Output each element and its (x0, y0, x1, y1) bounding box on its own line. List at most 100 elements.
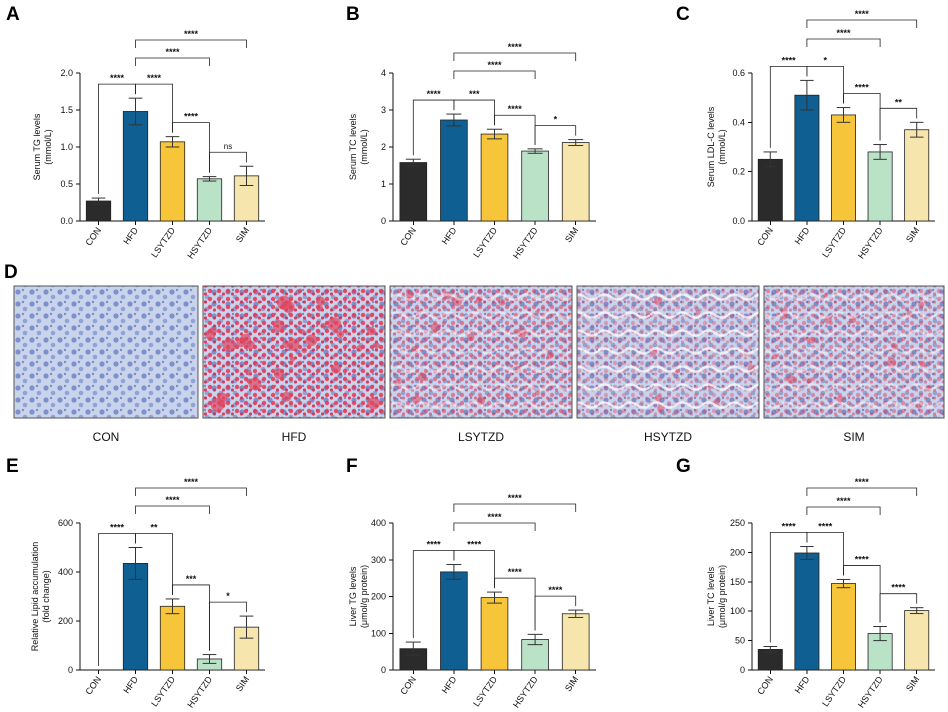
significance-label: **** (855, 477, 870, 487)
bar-lsytzd (159, 605, 186, 671)
x-tick-label: HSYTZD (856, 225, 885, 261)
y-tick-label: 0.0 (732, 216, 745, 226)
bar-lsytzd (480, 597, 509, 671)
significance-label: * (823, 55, 827, 65)
significance-label: ** (895, 97, 903, 107)
lipid-droplet (282, 300, 295, 314)
x-tick-label: SIM (234, 674, 251, 693)
significance-bracket (879, 107, 918, 141)
sinusoid-layer (577, 286, 759, 418)
significance-label: **** (147, 73, 162, 83)
y-tick-label: 250 (730, 518, 745, 528)
lipid-droplet (367, 326, 376, 336)
significance-bracket (806, 487, 918, 496)
chart-panel-g: G 0 50 100 150 200 250 Liver TC levels(μmol/g p… (676, 456, 935, 710)
bar-hsytzd (196, 178, 223, 222)
micrograph-frame (576, 285, 760, 419)
y-tick-label: 1.0 (60, 142, 73, 152)
significance-bracket (806, 38, 881, 47)
bar-hfd (440, 119, 468, 222)
significance-label: **** (891, 583, 906, 593)
x-tick-label: HFD (121, 225, 140, 246)
significance-label: **** (487, 60, 502, 70)
bar-hsytzd (867, 151, 893, 222)
x-tick-label: SIM (563, 674, 580, 693)
bar-lsytzd (831, 583, 856, 671)
significance-label: **** (855, 83, 870, 93)
x-tick-label: HFD (793, 225, 812, 246)
y-tick-label: 0.0 (60, 216, 73, 226)
micrograph-frame (13, 285, 199, 419)
x-tick-label: SIM (904, 225, 921, 244)
bar-hfd (794, 94, 820, 222)
x-tick-label: SIM (563, 225, 580, 244)
x-tick-label: LSYTZD (149, 225, 177, 259)
y-tick-label: 50 (735, 636, 745, 646)
lipid-droplet (205, 330, 216, 341)
bar-sim (904, 129, 930, 222)
chart-panel-b: B 0 1 2 3 4 Serum TC levels(mmol/L) CON HFD LSYTZ… (346, 4, 596, 261)
significance-bracket (534, 595, 577, 631)
panel-letter: B (346, 4, 360, 25)
y-tick-label: 150 (730, 577, 745, 587)
lipid-droplet (287, 338, 300, 351)
significance-bracket (453, 503, 577, 512)
micrograph-caption: HSYTZD (644, 430, 692, 444)
bar-lsytzd (159, 141, 186, 222)
significance-bracket (806, 66, 844, 104)
lipid-droplet (305, 334, 318, 347)
y-tick-label: 300 (371, 555, 386, 565)
y-axis-title: Serum TG levels(mmol/L) (32, 113, 53, 180)
significance-bracket (806, 19, 918, 28)
lipid-droplet (336, 330, 345, 338)
lipid-droplet (289, 356, 295, 362)
lipid-droplet (248, 377, 262, 391)
lipid-droplet (281, 391, 292, 402)
significance-label: **** (165, 495, 180, 505)
chart-panel-e: E 0 200 400 600 Relative Lipid accumulation(f… (6, 456, 265, 710)
y-tick-label: 100 (371, 628, 386, 638)
lipid-droplet (301, 347, 308, 354)
significance-label: *** (469, 89, 480, 99)
significance-bracket (453, 99, 495, 126)
significance-label: **** (110, 523, 125, 533)
micrograph-caption: CON (93, 430, 120, 444)
lipid-droplet (240, 333, 252, 345)
significance-bracket (453, 522, 536, 531)
panel-letter: E (6, 456, 19, 477)
significance-label: ns (224, 142, 232, 151)
micrograph-frame (389, 285, 573, 419)
significance-bracket (453, 70, 536, 79)
significance-label: **** (548, 585, 563, 595)
lipid-droplet (316, 305, 324, 312)
y-axis-title: Serum TC levels(mmol/L) (348, 113, 369, 180)
significance-label: **** (855, 554, 870, 564)
significance-label: **** (508, 42, 523, 52)
significance-bracket (806, 506, 881, 515)
significance-label: * (554, 115, 558, 125)
significance-bracket (806, 532, 844, 576)
significance-label: **** (508, 104, 523, 114)
x-tick-label: HSYTZD (185, 674, 214, 710)
significance-label: **** (165, 47, 180, 57)
micrograph-frame (202, 285, 386, 419)
y-tick-label: 600 (58, 518, 73, 528)
y-tick-label: 0.5 (60, 179, 73, 189)
x-tick-label: HFD (121, 674, 140, 695)
lipid-droplet (320, 322, 327, 329)
significance-label: **** (427, 89, 442, 99)
significance-bracket (135, 505, 210, 514)
x-tick-label: CON (755, 225, 775, 247)
bar-lsytzd (480, 133, 509, 222)
x-tick-label: LSYTZD (471, 674, 499, 708)
significance-label: **** (467, 540, 482, 550)
x-tick-label: CON (755, 674, 775, 696)
lipid-droplet (327, 317, 342, 331)
x-tick-label: LSYTZD (149, 674, 177, 708)
bar-sim (561, 613, 590, 671)
significance-label: ** (150, 523, 158, 533)
y-tick-label: 200 (730, 547, 745, 557)
micrograph-frame (763, 285, 945, 419)
significance-bracket (879, 593, 918, 623)
micrograph-con: CON (13, 285, 199, 444)
